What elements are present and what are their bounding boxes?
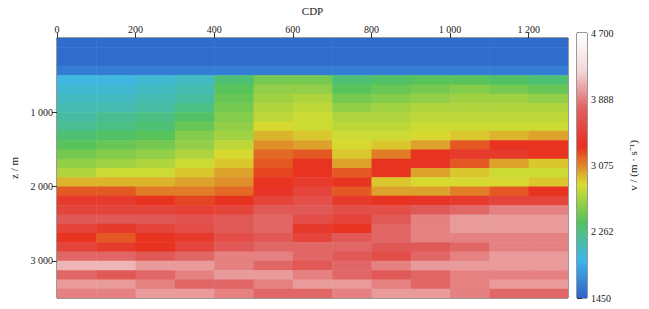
- svg-text:3 075: 3 075: [591, 160, 614, 171]
- svg-text:1 200: 1 200: [517, 24, 540, 35]
- svg-text:1450: 1450: [591, 293, 611, 304]
- svg-text:800: 800: [364, 24, 379, 35]
- svg-text:600: 600: [285, 24, 300, 35]
- svg-text:2 000: 2 000: [31, 181, 54, 192]
- svg-text:v / (m · s⁻¹): v / (m · s⁻¹): [627, 140, 640, 191]
- svg-text:0: 0: [55, 24, 60, 35]
- svg-text:CDP: CDP: [302, 5, 323, 17]
- svg-text:4 700: 4 700: [591, 28, 614, 39]
- svg-text:400: 400: [207, 24, 222, 35]
- svg-text:2 262: 2 262: [591, 226, 614, 237]
- svg-text:3 888: 3 888: [591, 94, 614, 105]
- svg-text:1 000: 1 000: [31, 107, 54, 118]
- svg-text:z / m: z / m: [8, 157, 20, 179]
- svg-text:1 000: 1 000: [439, 24, 462, 35]
- svg-text:3 000: 3 000: [31, 255, 54, 266]
- svg-text:200: 200: [128, 24, 143, 35]
